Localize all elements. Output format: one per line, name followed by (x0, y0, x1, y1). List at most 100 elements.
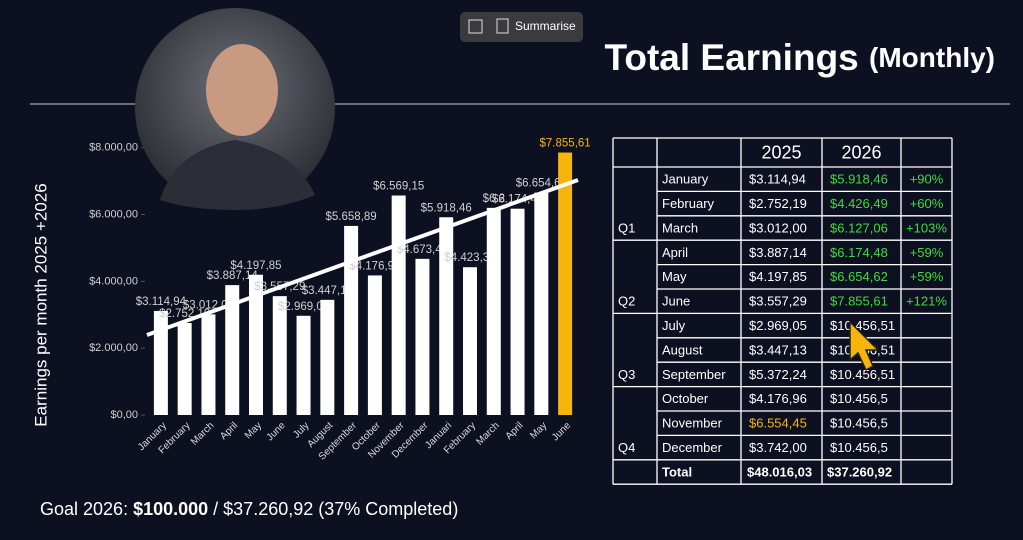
y-tick-label: $8.000,00 (89, 142, 138, 154)
title-suffix: (Monthly) (869, 42, 995, 73)
value-cell: $6.174,48 (830, 245, 888, 260)
value-cell: $6.127,06 (830, 220, 888, 235)
bar (272, 296, 287, 415)
bar (486, 207, 501, 415)
column-header: 2026 (841, 142, 881, 162)
bar (249, 274, 263, 415)
value-label: $3.887,14 (207, 270, 259, 282)
bar (439, 217, 454, 415)
month-cell: December (662, 440, 723, 455)
total-cell: $48.016,03 (747, 464, 812, 479)
value-cell: $2.752,19 (749, 196, 807, 211)
value-label: $5.658,89 (326, 211, 377, 223)
value-label: $4.673,44 (397, 244, 449, 256)
webcam (135, 8, 335, 210)
month-cell: August (662, 342, 703, 357)
quarter-label: Q1 (618, 220, 635, 235)
value-label: $5.918,46 (421, 202, 472, 214)
toolbar-bg (460, 12, 583, 42)
value-label: $6.2 (483, 193, 505, 205)
quarter-label: Q3 (618, 367, 635, 382)
month-cell: September (662, 367, 726, 382)
title: Total Earnings (Monthly) (605, 37, 995, 78)
bar (510, 208, 525, 415)
toolbar: Summarise (460, 12, 583, 42)
value-cell: $10.456,5 (830, 416, 888, 431)
cursor (849, 320, 880, 372)
month-cell: June (662, 294, 690, 309)
value-cell: $10.456,5 (830, 440, 888, 455)
change-cell: +59% (910, 269, 944, 284)
month-cell: April (662, 245, 688, 260)
bar (415, 258, 430, 415)
summarise-button[interactable]: Summarise (515, 19, 576, 33)
value-cell: $5.918,46 (830, 172, 888, 187)
value-label: $3.114,94 (136, 296, 187, 308)
value-cell: $5.372,24 (749, 367, 807, 382)
bar (367, 275, 382, 415)
quarter-label: Q4 (618, 440, 635, 455)
trend-line (146, 178, 579, 337)
title-main: Total Earnings (605, 37, 859, 78)
y-axis-label: Earnings per month 2025 +2026 (31, 183, 50, 426)
bar (153, 310, 168, 415)
value-label: $4.197,85 (230, 260, 281, 272)
value-cell: $6.554,45 (749, 416, 807, 431)
month-cell: January (662, 172, 709, 187)
value-label: $4.423,32 (444, 252, 495, 264)
value-cell: $3.557,29 (749, 294, 807, 309)
month-cell: October (662, 391, 709, 406)
month-cell: July (662, 318, 686, 333)
total-cell: $37.260,92 (827, 464, 892, 479)
change-cell: +60% (910, 196, 944, 211)
value-cell: $10.456,51 (830, 318, 895, 333)
value-cell: $3.887,14 (749, 245, 807, 260)
value-label: $3.447,13 (302, 285, 353, 297)
bar (534, 192, 549, 415)
bar (296, 315, 311, 415)
quarter-label: Q2 (618, 294, 635, 309)
change-cell: +59% (910, 245, 944, 260)
value-label: $6.569,15 (373, 181, 424, 193)
value-cell: $6.654,62 (830, 269, 888, 284)
earnings-table: 2025 2026 January $3.114,94 $5.918,46 +90% Feb… (612, 137, 953, 485)
bar (201, 314, 216, 415)
value-cell: $3.742,00 (749, 440, 807, 455)
person-body (160, 140, 315, 210)
y-tick-label: $4.000,00 (89, 275, 138, 287)
footer: Goal 2026: $100.000 / $37.260,92 (37% Co… (40, 499, 458, 519)
month-cell: February (662, 196, 715, 211)
value-label: $2.969,05 (278, 301, 329, 313)
value-cell: $3.114,94 (749, 172, 806, 187)
change-cell: +121% (906, 294, 947, 309)
value-cell: $4.176,96 (749, 391, 807, 406)
footer-rest: / $37.260,92 (37% Completed) (208, 499, 458, 519)
change-cell: +90% (910, 172, 944, 187)
value-label: $4.176,96 (349, 260, 400, 272)
icon-button[interactable] (468, 19, 483, 34)
month-cell: March (662, 220, 698, 235)
summarise-icon (496, 18, 509, 34)
value-cell: $4.197,85 (749, 269, 807, 284)
bar (558, 152, 573, 415)
total-label: Total (662, 464, 692, 479)
bar (463, 267, 477, 415)
month-cell: May (662, 269, 687, 284)
value-cell: $7.855,61 (830, 294, 888, 309)
value-label: $7.855,61 (540, 138, 591, 150)
footer-goal: $100.000 (133, 499, 208, 519)
value-cell: $10.456,51 (830, 367, 895, 382)
value-cell: $3.447,13 (749, 342, 807, 357)
month-cell: November (662, 416, 723, 431)
value-cell: $4.426,49 (830, 196, 888, 211)
y-tick-label: $6.000,00 (89, 208, 138, 220)
y-tick-label: $0,00 (110, 409, 138, 421)
bar (391, 195, 406, 415)
bar (177, 323, 192, 415)
bar (225, 285, 240, 415)
column-header: 2025 (761, 142, 801, 162)
value-cell: $2.969,05 (749, 318, 807, 333)
y-tick-label: $2.000,00 (89, 342, 138, 354)
